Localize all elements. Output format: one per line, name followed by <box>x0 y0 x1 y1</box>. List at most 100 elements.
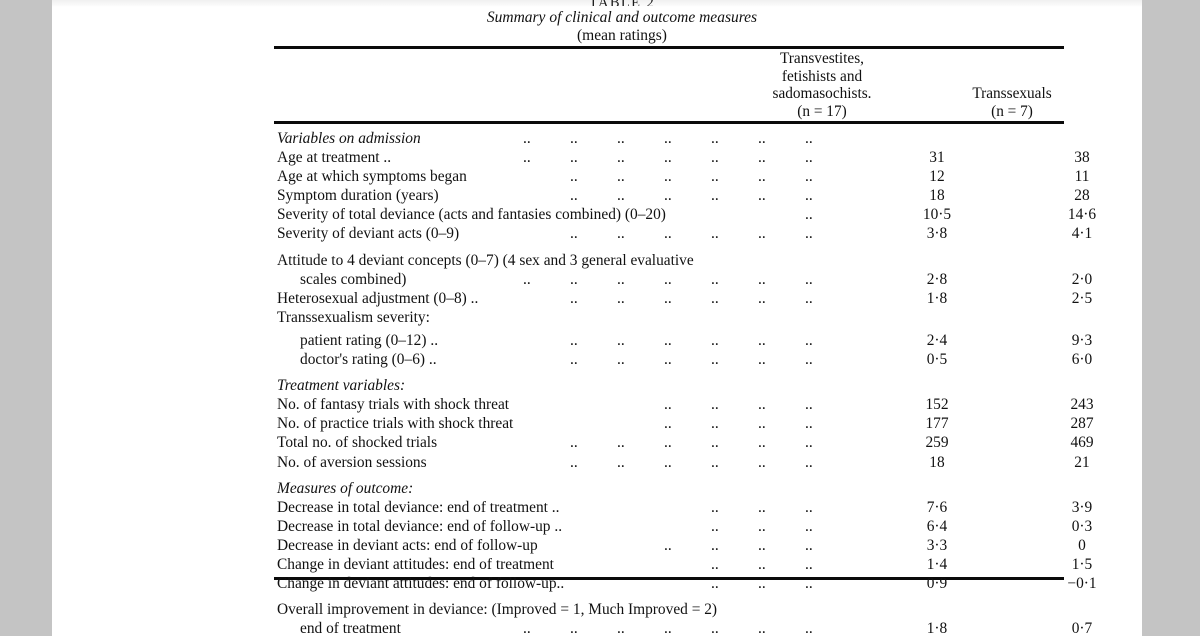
row-label: Decrease in total deviance: end of treat… <box>277 498 560 516</box>
table-caption: Summary of clinical and outcome measures <box>486 9 758 26</box>
row-label: scales combined) <box>300 270 407 288</box>
table-row: No. of practice trials with shock threat… <box>222 415 1094 434</box>
dot-leader: .............. <box>523 149 813 167</box>
row-label: Overall improvement in deviance: (Improv… <box>277 601 718 619</box>
value-col-2: 3·9 <box>1071 498 1093 516</box>
value-col-2: 6·0 <box>1071 351 1093 369</box>
value-col-2: 469 <box>1070 434 1094 452</box>
value-col-2: 11 <box>1074 168 1090 186</box>
value-col-2: 2·0 <box>1071 270 1093 288</box>
column-header-line: fetishists and <box>781 67 863 85</box>
table-row: Decrease in deviant acts: end of follow-… <box>222 536 1086 556</box>
value-col-1: 1·4 <box>926 555 948 573</box>
table-row: scales combined).............. 2·8 2·0 <box>222 270 1092 290</box>
row-label: Total no. of shocked trials <box>277 434 438 452</box>
value-col-1: 1·8 <box>926 289 948 307</box>
row-label: Variables on admission <box>277 130 421 147</box>
value-col-2: 21 <box>1074 453 1090 471</box>
row-label: Age at which symptoms began <box>277 168 467 186</box>
column-header-line: (n = 7) <box>991 102 1033 120</box>
table-row: No. of fantasy trials with shock threat.… <box>222 396 1094 415</box>
value-col-1: 2·4 <box>926 331 948 349</box>
table-row: Severity of deviant acts (0–9)..........… <box>222 225 1092 244</box>
dot-leader: ........ <box>664 415 813 433</box>
row-label: Severity of total deviance (acts and fan… <box>277 206 666 224</box>
dot-leader: ............ <box>570 453 813 471</box>
row-label: Decrease in total deviance: end of follo… <box>277 517 563 535</box>
dot-leader: .............. <box>523 620 813 636</box>
document-page: TABLE 2 Summary of clinical and outcome … <box>52 0 1142 636</box>
column-header-line: (n = 17) <box>797 102 847 120</box>
table-row: Transsexualism severity: <box>222 309 1022 328</box>
value-col-2: 0·7 <box>1071 620 1093 636</box>
table-row: patient rating (0–12) .............. 2·4 9… <box>222 331 1092 351</box>
column-header-line: Transvestites, <box>780 50 864 67</box>
value-col-1: 12 <box>929 168 945 186</box>
value-col-2: 14·6 <box>1067 206 1097 224</box>
table-number: TABLE 2 <box>222 0 1022 6</box>
row-label: doctor's rating (0–6) .. <box>300 351 437 369</box>
table-row: No. of aversion sessions............ 18 21 <box>222 453 1090 473</box>
value-col-1: 177 <box>925 415 949 433</box>
table-row: Heterosexual adjustment (0–8) ..........… <box>222 289 1092 309</box>
row-label: No. of aversion sessions <box>277 453 427 471</box>
row-label: Treatment variables: <box>277 377 406 395</box>
column-header-group-1: Transvestites, fetishists and sadomasoch… <box>727 50 917 120</box>
value-col-1: 152 <box>925 396 949 414</box>
value-col-1: 1·8 <box>926 620 948 636</box>
table-row: Total no. of shocked trials............ 2… <box>222 434 1094 453</box>
dot-leader: .............. <box>523 270 813 288</box>
row-label: Age at treatment .. <box>277 149 392 167</box>
value-col-2: 4·1 <box>1071 225 1093 243</box>
value-col-2: 287 <box>1070 415 1094 433</box>
row-label: Symptom duration (years) <box>277 187 439 205</box>
table-row: Severity of total deviance (acts and fan… <box>222 206 1096 225</box>
dot-leader: ........ <box>664 396 813 414</box>
value-col-2: 0 <box>1078 536 1086 554</box>
row-label: Transsexualism severity: <box>277 308 430 326</box>
row-label: Change in deviant attitudes: end of trea… <box>277 555 554 573</box>
dot-leader: ............ <box>570 351 813 369</box>
table-row: Decrease in total deviance: end of treat… <box>222 498 1092 518</box>
dot-leader: .............. <box>523 130 813 147</box>
row-label: patient rating (0–12) .. <box>300 331 439 349</box>
value-col-2: 243 <box>1070 396 1094 414</box>
table-row: Decrease in total deviance: end of follo… <box>222 517 1092 537</box>
value-col-2: 28 <box>1074 187 1090 205</box>
table-row: Change in deviant attitudes: end of foll… <box>222 575 1097 594</box>
table-row: Measures of outcome: <box>222 480 1022 499</box>
column-header-group-2: Transsexuals (n = 7) <box>922 85 1102 120</box>
row-label: No. of practice trials with shock threat <box>277 415 514 433</box>
page-top-edge <box>52 0 1142 7</box>
dot-leader: ............ <box>570 187 813 205</box>
table-row: Attitude to 4 deviant concepts (0–7) (4 … <box>222 252 1022 271</box>
table-row: Overall improvement in deviance: (Improv… <box>222 601 1022 620</box>
table-rule-top <box>274 46 1064 49</box>
value-col-1: 18 <box>929 187 945 205</box>
value-col-1: 18 <box>929 453 945 471</box>
value-col-1: 3·3 <box>926 536 948 554</box>
column-header-line: Transsexuals <box>972 85 1052 102</box>
table-row: Age at treatment ................ 31 38 <box>222 149 1090 168</box>
row-label: Decrease in deviant acts: end of follow-… <box>277 536 538 554</box>
dot-leader: ...... <box>711 555 813 573</box>
row-label: Change in deviant attitudes: end of foll… <box>277 575 565 593</box>
dot-leader: ............ <box>570 289 813 307</box>
row-label: Measures of outcome: <box>277 479 414 497</box>
table-rule-bottom <box>274 577 1064 580</box>
value-col-2: 9·3 <box>1071 331 1093 349</box>
table-row: Age at which symptoms began............ 1… <box>222 168 1089 187</box>
value-col-1: 7·6 <box>926 498 948 516</box>
value-col-1: 2·8 <box>926 270 948 288</box>
column-header-line: sadomasochists. <box>772 85 872 102</box>
table-rule-header <box>274 121 1064 124</box>
dot-leader: ...... <box>711 517 813 535</box>
value-col-1: 31 <box>929 149 945 167</box>
value-col-2: −0·1 <box>1067 575 1097 593</box>
dot-leader: ...... <box>711 575 813 593</box>
dot-leader: ............ <box>570 331 813 349</box>
row-label: Heterosexual adjustment (0–8) .. <box>277 289 479 307</box>
value-col-1: 259 <box>925 434 949 452</box>
dot-leader: .. <box>805 206 813 224</box>
value-col-2: 38 <box>1074 149 1090 167</box>
